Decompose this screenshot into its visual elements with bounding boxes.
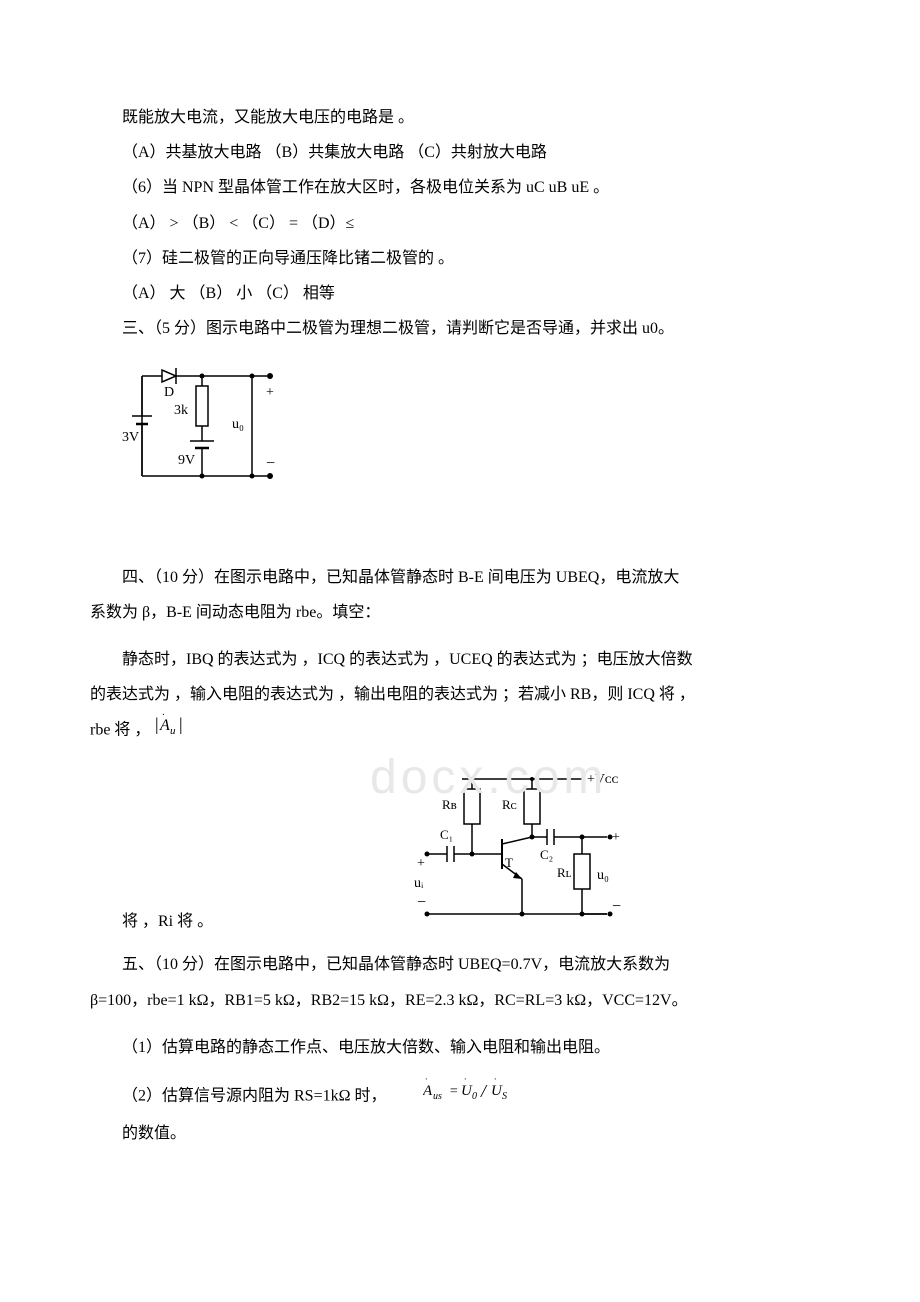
formula-Au: | A · u |	[154, 712, 184, 749]
label-minus: −	[266, 455, 275, 472]
svg-text:us: us	[433, 1091, 442, 1102]
label-plus: +	[266, 385, 274, 400]
text-line: 系数为 β，B-E 间动态电阻为 rbe。填空：	[90, 595, 830, 630]
text-line: 五、（10 分）在图示电路中，已知晶体管静态时 UBEQ=0.7V，电流放大系数…	[90, 947, 830, 982]
text-line: （A）共基放大电路 （B）共集放大电路 （C）共射放大电路	[90, 135, 830, 170]
text-line: 的表达式为 ，输入电阻的表达式为 ，输出电阻的表达式为 ；若减小 RB，则 IC…	[90, 677, 830, 712]
label-R: 3k	[174, 403, 188, 418]
text-line: 四、（10 分）在图示电路中，已知晶体管静态时 B-E 间电压为 UBEQ，电流…	[90, 560, 830, 595]
text-line: （7）硅二极管的正向导通压降比锗二极管的 。	[90, 241, 830, 276]
svg-text:C₁: C₁	[440, 827, 453, 842]
svg-text:+: +	[417, 856, 425, 871]
svg-text:uᵢ: uᵢ	[414, 876, 424, 891]
text-line: rbe 将 ， | A · u |	[90, 712, 830, 749]
svg-text:=: =	[449, 1084, 458, 1099]
svg-text:u: u	[170, 725, 176, 736]
svg-text:T: T	[505, 855, 513, 870]
svg-text:u₀: u₀	[597, 868, 609, 883]
text-line: 三、（5 分）图示电路中二极管为理想二极管，请判断它是否导通，并求出 u0。	[90, 311, 830, 346]
svg-text:Rʙ: Rʙ	[442, 797, 457, 812]
label-3V: 3V	[122, 430, 139, 445]
svg-text:|: |	[178, 714, 183, 734]
text-line: （A） 大 （B） 小 （C） 相等	[90, 276, 830, 311]
svg-text:+Vᴄᴄ: +Vᴄᴄ	[587, 772, 619, 787]
text-span: （2）估算信号源内阻为 RS=1kΩ 时，	[122, 1087, 387, 1104]
text-line: （2）估算信号源内阻为 RS=1kΩ 时， A · us = U · 0 / U…	[90, 1077, 830, 1116]
circuit-diagram-q3: D 3k 9V 3V + u₀	[122, 356, 830, 509]
svg-text:·: ·	[464, 1077, 466, 1084]
svg-text:/: /	[480, 1081, 488, 1101]
svg-text:−: −	[612, 898, 621, 915]
text-line: 将 ，Ri 将 。	[90, 904, 213, 939]
svg-text:0: 0	[472, 1091, 477, 1102]
svg-text:A: A	[159, 717, 170, 734]
svg-text:·: ·	[162, 712, 165, 721]
svg-text:−: −	[417, 894, 426, 911]
svg-text:Rʟ: Rʟ	[557, 865, 572, 880]
svg-text:+: +	[612, 830, 620, 845]
text-line: β=100，rbe=1 kΩ，RB1=5 kΩ，RB2=15 kΩ，RE=2.3…	[90, 983, 830, 1018]
text-line: （6）当 NPN 型晶体管工作在放大区时，各极电位关系为 uC uB uE 。	[90, 170, 830, 205]
svg-text:C₂: C₂	[540, 847, 553, 862]
svg-text:|: |	[154, 714, 159, 734]
circuit-diagram-q4: +Vᴄᴄ Rʙ Rᴄ T	[402, 759, 642, 939]
text-span: rbe 将 ，	[90, 722, 150, 739]
svg-text:S: S	[502, 1091, 507, 1102]
text-line: 静态时，IBQ 的表达式为 ，ICQ 的表达式为 ，UCEQ 的表达式为 ；电压…	[90, 642, 830, 677]
text-line: （A） > （B） < （C） = （D）≤	[90, 206, 830, 241]
svg-text:·: ·	[425, 1077, 427, 1084]
text-line: 的数值。	[90, 1116, 830, 1151]
svg-text:·: ·	[494, 1077, 496, 1084]
svg-text:Rᴄ: Rᴄ	[502, 797, 517, 812]
label-9V: 9V	[178, 453, 195, 468]
text-line: （1）估算电路的静态工作点、电压放大倍数、输入电阻和输出电阻。	[90, 1030, 830, 1065]
text-line: 既能放大电流，又能放大电压的电路是 。	[90, 100, 830, 135]
label-u0: u₀	[232, 417, 244, 432]
formula-Aus: A · us = U · 0 / U · S	[391, 1077, 533, 1116]
label-D: D	[164, 385, 174, 400]
svg-text:A: A	[423, 1083, 433, 1099]
